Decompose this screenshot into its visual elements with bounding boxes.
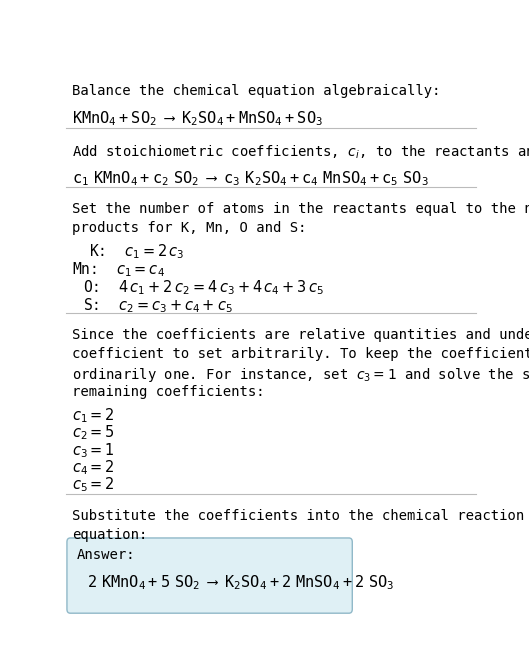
Text: $c_4 = 2$: $c_4 = 2$ — [72, 458, 115, 477]
Text: Substitute the coefficients into the chemical reaction to obtain the balanced: Substitute the coefficients into the che… — [72, 509, 529, 523]
Text: $\mathtt{2\ KMnO_4 + 5\ SO_2 \ \longrightarrow \ K_2SO_4 + 2\ MnSO_4 + 2\ SO_3}$: $\mathtt{2\ KMnO_4 + 5\ SO_2 \ \longrigh… — [87, 573, 394, 591]
Text: Since the coefficients are relative quantities and underdetermined, choose a: Since the coefficients are relative quan… — [72, 328, 529, 342]
Text: Answer:: Answer: — [76, 548, 135, 562]
Text: remaining coefficients:: remaining coefficients: — [72, 385, 265, 399]
Text: coefficient to set arbitrarily. To keep the coefficients small, the arbitrary va: coefficient to set arbitrarily. To keep … — [72, 347, 529, 361]
Text: Set the number of atoms in the reactants equal to the number of atoms in the: Set the number of atoms in the reactants… — [72, 203, 529, 216]
Text: $\mathtt{KMnO_4 + SO_2 \ \longrightarrow \ K_2SO_4 + MnSO_4 + SO_3}$: $\mathtt{KMnO_4 + SO_2 \ \longrightarrow… — [72, 109, 323, 128]
Text: $c_5 = 2$: $c_5 = 2$ — [72, 476, 115, 494]
Text: $c_3 = 1$: $c_3 = 1$ — [72, 441, 115, 459]
Text: Add stoichiometric coefficients, $c_i$, to the reactants and products:: Add stoichiometric coefficients, $c_i$, … — [72, 143, 529, 161]
Text: $\mathtt{c_1\ KMnO_4 + c_2\ SO_2 \ \longrightarrow \ c_3\ K_2SO_4 + c_4\ MnSO_4 : $\mathtt{c_1\ KMnO_4 + c_2\ SO_2 \ \long… — [72, 169, 429, 188]
Text: Mn:  $c_1 = c_4$: Mn: $c_1 = c_4$ — [72, 260, 165, 279]
Text: S:  $c_2 = c_3 + c_4 + c_5$: S: $c_2 = c_3 + c_4 + c_5$ — [83, 296, 232, 314]
Text: $c_2 = 5$: $c_2 = 5$ — [72, 423, 115, 442]
Text: ordinarily one. For instance, set $c_3 = 1$ and solve the system of equations fo: ordinarily one. For instance, set $c_3 =… — [72, 366, 529, 384]
Text: products for K, Mn, O and S:: products for K, Mn, O and S: — [72, 221, 307, 235]
Text: K:  $c_1 = 2\,c_3$: K: $c_1 = 2\,c_3$ — [89, 242, 184, 261]
Text: Balance the chemical equation algebraically:: Balance the chemical equation algebraica… — [72, 83, 441, 98]
Text: O:  $4\,c_1 + 2\,c_2 = 4\,c_3 + 4\,c_4 + 3\,c_5$: O: $4\,c_1 + 2\,c_2 = 4\,c_3 + 4\,c_4 + … — [83, 278, 324, 296]
FancyBboxPatch shape — [67, 538, 352, 613]
Text: equation:: equation: — [72, 528, 148, 542]
Text: $c_1 = 2$: $c_1 = 2$ — [72, 406, 115, 424]
